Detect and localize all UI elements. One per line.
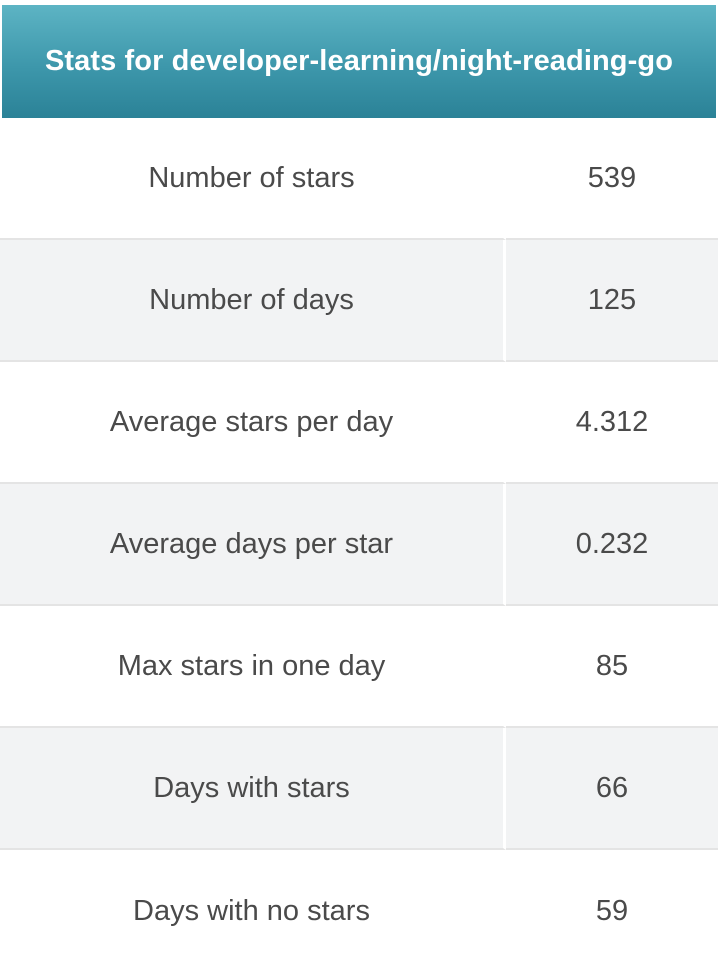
- stat-value-average-stars-per-day: 4.312: [506, 362, 718, 484]
- stat-label-average-days-per-star: Average days per star: [0, 484, 506, 606]
- header-row: Stats for developer-learning/night-readi…: [0, 0, 718, 118]
- table-header: Stats for developer-learning/night-readi…: [0, 0, 718, 118]
- stat-value-number-of-days: 125: [506, 240, 718, 362]
- stat-value-days-with-stars: 66: [506, 728, 718, 850]
- table-row: Number of stars 539: [0, 118, 718, 240]
- stat-label-number-of-days: Number of days: [0, 240, 506, 362]
- table-row: Average days per star 0.232: [0, 484, 718, 606]
- stat-label-average-stars-per-day: Average stars per day: [0, 362, 506, 484]
- stat-label-days-with-stars: Days with stars: [0, 728, 506, 850]
- stat-label-number-of-stars: Number of stars: [0, 118, 506, 240]
- stat-value-max-stars-in-one-day: 85: [506, 606, 718, 728]
- table-row: Max stars in one day 85: [0, 606, 718, 728]
- stat-value-average-days-per-star: 0.232: [506, 484, 718, 606]
- table-body: Number of stars 539 Number of days 125 A…: [0, 118, 718, 972]
- stat-label-days-with-no-stars: Days with no stars: [0, 850, 506, 972]
- stat-value-number-of-stars: 539: [506, 118, 718, 240]
- stat-label-max-stars-in-one-day: Max stars in one day: [0, 606, 506, 728]
- table-row: Number of days 125: [0, 240, 718, 362]
- table-row: Average stars per day 4.312: [0, 362, 718, 484]
- table-row: Days with no stars 59: [0, 850, 718, 972]
- stat-value-days-with-no-stars: 59: [506, 850, 718, 972]
- table-title: Stats for developer-learning/night-readi…: [0, 0, 718, 118]
- table-row: Days with stars 66: [0, 728, 718, 850]
